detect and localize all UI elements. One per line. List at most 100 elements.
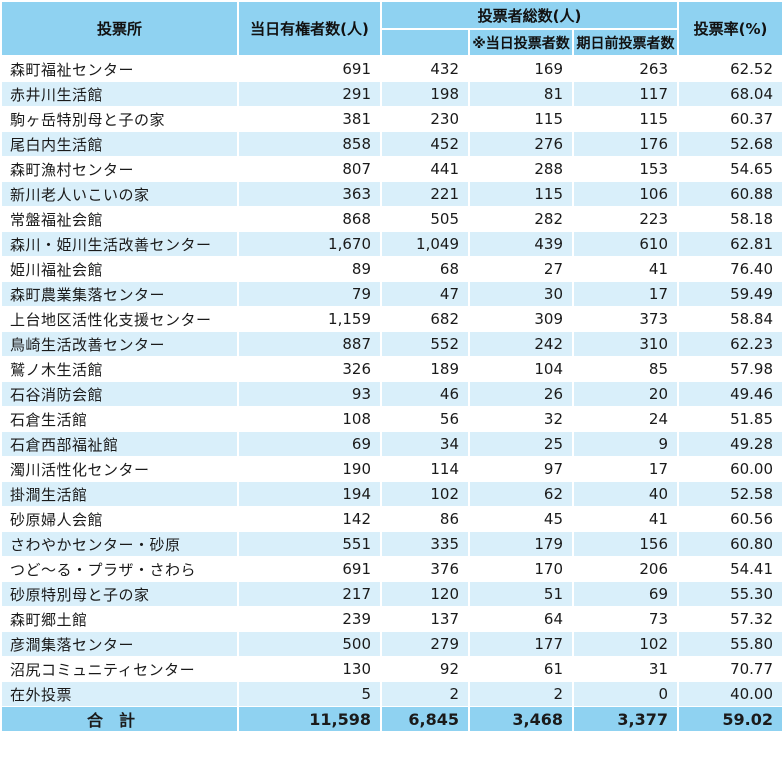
- registered-count: 691: [237, 556, 382, 582]
- voters-day: 61: [468, 656, 574, 682]
- voters-day: 81: [468, 81, 574, 107]
- registered-count: 130: [237, 656, 382, 682]
- turnout-rate: 62.23: [677, 331, 784, 357]
- registered-count: 194: [237, 481, 382, 507]
- turnout-rate: 60.37: [677, 106, 784, 132]
- turnout-rate: 62.81: [677, 231, 784, 257]
- table-row: 森町福祉センター 691 432 169 263 62.52: [0, 55, 784, 82]
- station-name: 森川・姫川生活改善センター: [0, 231, 239, 257]
- voters-total: 335: [380, 531, 470, 557]
- turnout-rate: 57.98: [677, 356, 784, 382]
- voters-day: 115: [468, 106, 574, 132]
- turnout-rate: 70.77: [677, 656, 784, 682]
- voters-day: 104: [468, 356, 574, 382]
- table-row: さわやかセンター・砂原 551 335 179 156 60.80: [0, 531, 784, 557]
- station-name: 彦澗集落センター: [0, 631, 239, 657]
- station-name: 濁川活性化センター: [0, 456, 239, 482]
- turnout-rate: 49.28: [677, 431, 784, 457]
- registered-count: 5: [237, 681, 382, 707]
- voters-total: 441: [380, 156, 470, 182]
- table-row: 砂原婦人会館 142 86 45 41 60.56: [0, 506, 784, 532]
- station-name: 駒ヶ岳特別母と子の家: [0, 106, 239, 132]
- voters-early: 9: [571, 431, 680, 457]
- voters-early: 0: [571, 681, 680, 707]
- station-name: 沼尻コミュニティセンター: [0, 656, 239, 682]
- voters-day: 179: [468, 531, 574, 557]
- voters-early: 115: [571, 106, 680, 132]
- header-station: 投票所: [0, 0, 239, 57]
- voters-total: 552: [380, 331, 470, 357]
- station-name: 森町郷土館: [0, 606, 239, 632]
- turnout-rate: 60.88: [677, 181, 784, 207]
- voters-early: 17: [571, 281, 680, 307]
- turnout-rate: 58.84: [677, 306, 784, 332]
- voters-day: 169: [468, 55, 574, 82]
- table-row: つど～る・プラザ・さわら 691 376 170 206 54.41: [0, 556, 784, 582]
- turnout-rate: 58.18: [677, 206, 784, 232]
- turnout-rate: 59.49: [677, 281, 784, 307]
- voters-total: 102: [380, 481, 470, 507]
- table-row: 森町漁村センター 807 441 288 153 54.65: [0, 156, 784, 182]
- turnout-rate: 54.65: [677, 156, 784, 182]
- voters-total: 432: [380, 55, 470, 82]
- voters-day: 2: [468, 681, 574, 707]
- station-name: 上台地区活性化支援センター: [0, 306, 239, 332]
- registered-count: 217: [237, 581, 382, 607]
- turnout-rate: 49.46: [677, 381, 784, 407]
- header-voters-day: ※当日投票者数: [468, 28, 574, 57]
- voters-early: 31: [571, 656, 680, 682]
- table-body: 森町福祉センター 691 432 169 263 62.52 赤井川生活館 291 198 81 1…: [0, 55, 784, 707]
- station-name: 砂原婦人会館: [0, 506, 239, 532]
- registered-count: 887: [237, 331, 382, 357]
- table-row: 新川老人いこいの家 363 221 115 106 60.88: [0, 181, 784, 207]
- registered-count: 93: [237, 381, 382, 407]
- table-row: 在外投票 5 2 2 0 40.00: [0, 681, 784, 707]
- voters-early: 102: [571, 631, 680, 657]
- voters-early: 24: [571, 406, 680, 432]
- voters-day: 309: [468, 306, 574, 332]
- station-name: つど～る・プラザ・さわら: [0, 556, 239, 582]
- voters-early: 41: [571, 256, 680, 282]
- voters-total: 376: [380, 556, 470, 582]
- registered-count: 108: [237, 406, 382, 432]
- table-row: 掛澗生活館 194 102 62 40 52.58: [0, 481, 784, 507]
- turnout-rate: 60.56: [677, 506, 784, 532]
- station-name: 姫川福祉会館: [0, 256, 239, 282]
- voters-total: 198: [380, 81, 470, 107]
- voters-total: 505: [380, 206, 470, 232]
- registered-count: 1,159: [237, 306, 382, 332]
- header-rate: 投票率(%): [677, 0, 784, 57]
- turnout-rate: 55.80: [677, 631, 784, 657]
- voters-day: 282: [468, 206, 574, 232]
- voters-day: 439: [468, 231, 574, 257]
- voters-total: 120: [380, 581, 470, 607]
- turnout-rate: 52.68: [677, 131, 784, 157]
- registered-count: 326: [237, 356, 382, 382]
- station-name: 森町農業集落センター: [0, 281, 239, 307]
- registered-count: 691: [237, 55, 382, 82]
- voters-total: 682: [380, 306, 470, 332]
- header-voters-total: 投票者総数(人): [379, 0, 680, 31]
- voters-total: 2: [380, 681, 470, 707]
- table-row: 濁川活性化センター 190 114 97 17 60.00: [0, 456, 784, 482]
- table-row: 石倉西部福祉館 69 34 25 9 49.28: [0, 431, 784, 457]
- voters-early: 263: [571, 55, 680, 82]
- header-blank: [380, 28, 470, 57]
- voters-total: 221: [380, 181, 470, 207]
- station-name: 石谷消防会館: [0, 381, 239, 407]
- table-row: 常盤福祉会館 868 505 282 223 58.18: [0, 206, 784, 232]
- turnout-rate: 55.30: [677, 581, 784, 607]
- voters-early: 117: [571, 81, 680, 107]
- table-row: 砂原特別母と子の家 217 120 51 69 55.30: [0, 581, 784, 607]
- voters-early: 20: [571, 381, 680, 407]
- voters-total: 279: [380, 631, 470, 657]
- station-name: 赤井川生活館: [0, 81, 239, 107]
- total-voters-early: 3,377: [571, 706, 680, 732]
- voters-early: 310: [571, 331, 680, 357]
- voters-early: 156: [571, 531, 680, 557]
- voters-day: 30: [468, 281, 574, 307]
- voters-day: 177: [468, 631, 574, 657]
- voters-early: 40: [571, 481, 680, 507]
- voters-day: 62: [468, 481, 574, 507]
- registered-count: 291: [237, 81, 382, 107]
